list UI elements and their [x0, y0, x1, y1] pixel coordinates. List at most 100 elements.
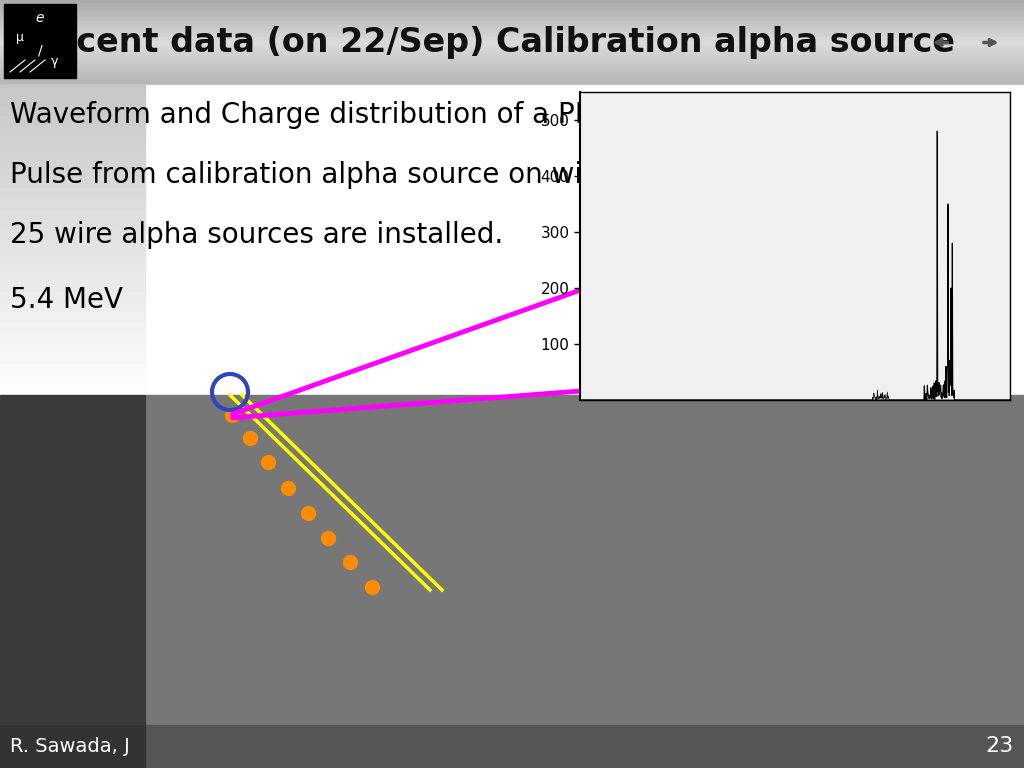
Bar: [0, 20, 1024, 22]
Bar: [0, 71, 1024, 72]
Bar: [0, 74, 1024, 75]
Point: [260, 456, 276, 468]
Bar: [0, 62, 1024, 64]
Bar: [0, 725, 145, 768]
Text: R. Sawada, J: R. Sawada, J: [10, 737, 130, 756]
Bar: [0, 0, 1024, 2]
Bar: [0, 40, 1024, 41]
Bar: [0, 54, 1024, 55]
Bar: [0, 137, 145, 147]
Bar: [0, 3, 1024, 5]
Bar: [0, 41, 1024, 42]
Bar: [0, 178, 145, 188]
Bar: [0, 395, 145, 725]
Bar: [0, 240, 145, 250]
Text: Pulse from calibration alpha source on wires.: Pulse from calibration alpha source on w…: [10, 161, 634, 189]
Bar: [0, 27, 1024, 28]
Bar: [0, 8, 1024, 10]
Point: [342, 556, 358, 568]
Bar: [0, 51, 1024, 52]
Bar: [0, 35, 1024, 37]
Bar: [0, 17, 1024, 18]
Bar: [0, 34, 1024, 35]
Bar: [0, 220, 145, 230]
Bar: [4, 4, 76, 78]
Bar: [0, 147, 145, 157]
Text: 5.4 MeV: 5.4 MeV: [10, 286, 123, 314]
Bar: [0, 374, 145, 385]
Bar: [0, 725, 1024, 768]
Bar: [0, 44, 1024, 45]
Bar: [0, 250, 145, 260]
Bar: [0, 230, 145, 240]
Text: 25 wire alpha sources are installed.: 25 wire alpha sources are installed.: [10, 221, 503, 249]
Point: [319, 532, 336, 545]
Bar: [0, 167, 145, 178]
Bar: [0, 106, 145, 116]
Point: [242, 432, 258, 444]
Bar: [0, 364, 145, 374]
Bar: [0, 313, 145, 323]
Bar: [0, 354, 145, 364]
Bar: [0, 67, 1024, 68]
Bar: [0, 68, 1024, 69]
Bar: [0, 31, 1024, 32]
Bar: [0, 116, 145, 126]
Bar: [0, 271, 145, 281]
Bar: [0, 7, 1024, 8]
Point: [300, 507, 316, 519]
Bar: [0, 260, 145, 271]
Bar: [0, 15, 1024, 17]
Bar: [0, 57, 1024, 58]
Point: [224, 409, 241, 421]
Bar: [0, 292, 145, 302]
Bar: [0, 72, 1024, 74]
Bar: [0, 343, 145, 354]
Bar: [0, 85, 1024, 395]
Bar: [0, 47, 1024, 48]
Bar: [0, 28, 1024, 30]
Bar: [0, 69, 1024, 71]
Bar: [0, 2, 1024, 3]
Bar: [0, 23, 1024, 24]
Bar: [0, 75, 1024, 77]
Bar: [0, 38, 1024, 40]
Bar: [145, 395, 1024, 725]
Bar: [0, 32, 1024, 34]
Text: Waveform and Charge distribution of a PMT: Waveform and Charge distribution of a PM…: [10, 101, 615, 129]
Bar: [0, 30, 1024, 31]
Point: [280, 482, 296, 494]
Bar: [0, 55, 1024, 57]
Point: [364, 581, 380, 593]
Bar: [0, 12, 1024, 13]
Bar: [0, 95, 145, 106]
Bar: [0, 157, 145, 167]
Bar: [0, 209, 145, 220]
Bar: [0, 58, 1024, 59]
Bar: [0, 42, 1024, 44]
Bar: [0, 59, 1024, 61]
Text: Recent data (on 22/Sep) Calibration alpha source: Recent data (on 22/Sep) Calibration alph…: [28, 26, 955, 59]
Bar: [0, 79, 1024, 81]
Bar: [0, 323, 145, 333]
Text: γ: γ: [51, 55, 58, 68]
Bar: [0, 281, 145, 292]
Bar: [0, 61, 1024, 62]
Bar: [0, 78, 1024, 79]
Bar: [0, 5, 1024, 7]
Bar: [0, 22, 1024, 23]
Bar: [0, 77, 1024, 78]
Bar: [0, 45, 1024, 47]
Bar: [0, 13, 1024, 14]
Bar: [0, 81, 1024, 82]
Bar: [0, 85, 145, 95]
Bar: [0, 37, 1024, 38]
Text: 23: 23: [986, 737, 1014, 756]
Bar: [0, 302, 145, 313]
Text: μ: μ: [16, 31, 24, 45]
Bar: [0, 18, 1024, 20]
Bar: [0, 14, 1024, 15]
Bar: [0, 199, 145, 209]
Bar: [0, 333, 145, 343]
Bar: [0, 48, 1024, 50]
